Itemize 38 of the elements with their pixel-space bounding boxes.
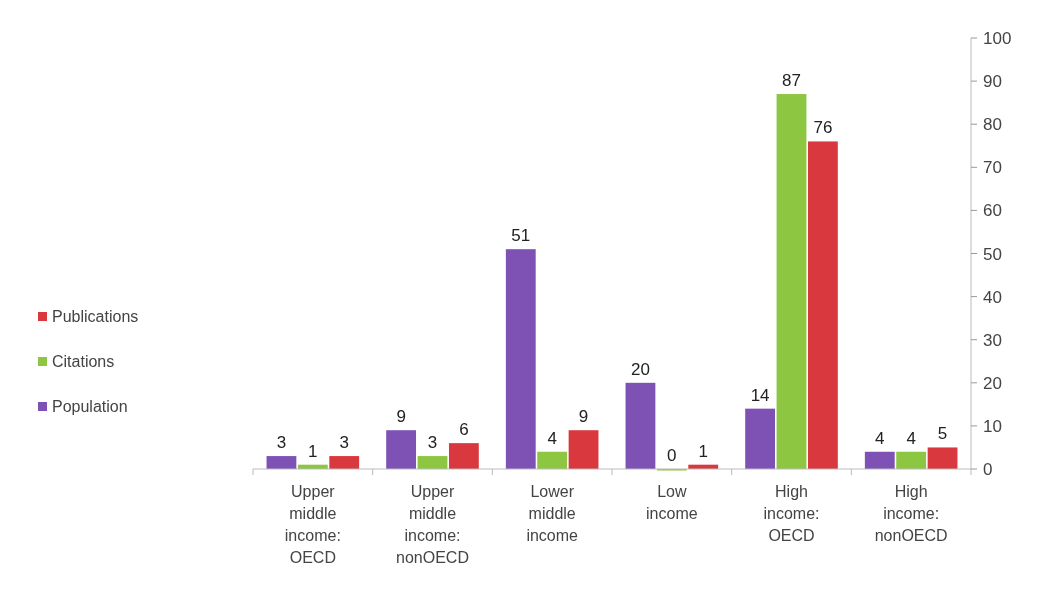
data-label: 87 [782,71,801,91]
data-label: 9 [578,407,589,427]
x-tick-label: Lower middle income [526,483,579,544]
y-tick-label: 70 [983,158,1002,178]
data-label: 20 [630,359,650,379]
y-tick-label: 60 [983,201,1002,221]
y-tick-label: 0 [983,460,993,479]
y-tick-label: 10 [983,416,1002,436]
data-label: 6 [459,420,469,440]
data-label: 0 [667,446,677,465]
x-tick-label: High income: nonOECD [874,483,948,544]
legend-label: Citations [52,353,115,370]
x-tick-label: Low income [646,483,698,522]
y-tick-label: 80 [983,115,1002,135]
data-label: 3 [276,433,287,453]
data-label: 9 [396,407,406,427]
y-tick-label: 40 [983,287,1002,307]
data-label: 4 [547,428,557,448]
data-label: 1 [308,441,318,461]
data-label: 14 [750,385,770,405]
y-tick-label: 30 [983,330,1002,350]
y-tick-label: 20 [983,373,1002,393]
data-label: 4 [875,428,885,448]
y-tick-label: 50 [983,244,1002,264]
x-tick-label: Upper middle income: OECD [284,483,341,566]
y-tick-label: 90 [983,72,1002,92]
data-label: 76 [813,118,833,138]
data-label: 3 [427,433,438,453]
data-label: 4 [906,428,916,448]
data-label: 51 [511,226,531,246]
legend-label: Population [52,398,128,415]
data-label: 5 [937,424,948,444]
x-tick-label: Upper middle income: nonOECD [396,483,469,566]
legend-label: Publications [52,308,139,325]
data-label: 3 [339,433,349,453]
data-label: 1 [698,441,708,461]
y-tick-label: 100 [983,29,1012,48]
x-tick-label: High income: OECD [763,483,820,544]
